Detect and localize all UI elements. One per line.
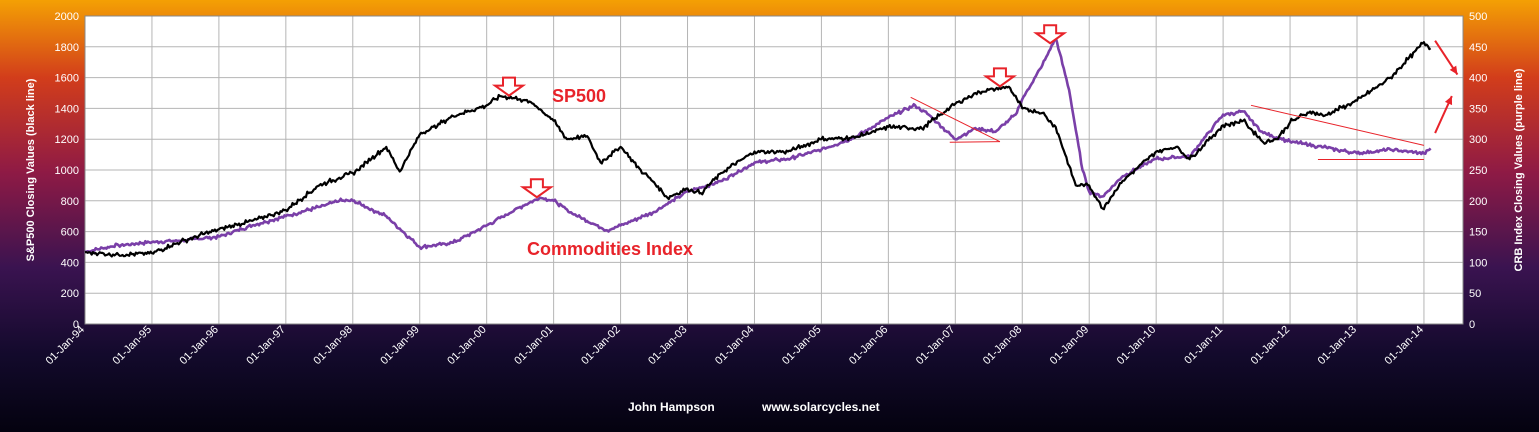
- left-tick-label: 2000: [55, 11, 79, 23]
- sp500-line: [84, 41, 1432, 258]
- x-tick-label: 01-Jan-01: [512, 324, 556, 368]
- right-axis-title: CRB Index Closing Values (purple line): [1513, 68, 1525, 271]
- x-tick-label: 01-Jan-94: [44, 324, 88, 368]
- trendline: [949, 141, 1000, 143]
- x-tick-label: 01-Jan-14: [1383, 324, 1427, 368]
- left-tick-label: 800: [61, 196, 79, 208]
- trendline: [1250, 104, 1425, 146]
- right-axis-ticks: 0 50 100 150 200 250 300 350 400 450 500: [1469, 11, 1487, 331]
- commodities-index-line: [84, 36, 1432, 254]
- x-tick-label: 01-Jan-03: [646, 324, 690, 368]
- x-tick-label: 01-Jan-09: [1048, 324, 1092, 368]
- right-tick-label: 100: [1469, 257, 1487, 269]
- right-tick-label: 250: [1469, 165, 1487, 177]
- author-credit: John Hampson: [628, 400, 715, 414]
- x-axis-ticks: 01-Jan-94 01-Jan-95 01-Jan-96 01-Jan-97 01-J…: [44, 324, 1426, 368]
- plot-border: [84, 15, 1464, 325]
- x-tick-label: 01-Jan-12: [1249, 324, 1293, 368]
- x-tick-label: 01-Jan-07: [914, 324, 958, 368]
- left-tick-label: 1600: [55, 73, 79, 85]
- x-tick-label: 01-Jan-10: [1115, 324, 1159, 368]
- x-tick-label: 01-Jan-05: [780, 324, 824, 368]
- left-tick-label: 1200: [55, 134, 79, 146]
- right-tick-label: 200: [1469, 196, 1487, 208]
- left-tick-label: 1800: [55, 42, 79, 54]
- left-axis-ticks: 0 200 400 600 800 1000 1200 1400 1600 1800 2000: [55, 11, 79, 331]
- left-tick-label: 400: [61, 257, 79, 269]
- x-tick-label: 01-Jan-04: [713, 324, 757, 368]
- x-tick-label: 01-Jan-98: [311, 324, 355, 368]
- x-tick-label: 01-Jan-99: [378, 324, 422, 368]
- x-tick-label: 01-Jan-06: [847, 324, 891, 368]
- trendline: [910, 96, 1001, 143]
- left-tick-label: 0: [73, 319, 79, 331]
- right-tick-label: 450: [1469, 42, 1487, 54]
- series-layer: [84, 36, 1432, 258]
- commodities-index-label: Commodities Index: [527, 239, 693, 259]
- x-tick-label: 01-Jan-08: [981, 324, 1025, 368]
- annotation-layer: [491, 24, 1459, 199]
- right-tick-label: 300: [1469, 134, 1487, 146]
- forecast-arrow-head: [1444, 96, 1453, 106]
- right-tick-label: 150: [1469, 227, 1487, 239]
- down-arrow-marker: [491, 76, 527, 97]
- x-tick-label: 01-Jan-00: [445, 324, 489, 368]
- x-tick-label: 01-Jan-13: [1316, 324, 1360, 368]
- left-tick-label: 1000: [55, 165, 79, 177]
- right-tick-label: 50: [1469, 288, 1481, 300]
- right-tick-label: 400: [1469, 73, 1487, 85]
- x-tick-label: 01-Jan-97: [244, 324, 288, 368]
- down-arrow-marker: [519, 178, 555, 199]
- left-tick-label: 1400: [55, 103, 79, 115]
- forecast-arrow-head: [1449, 65, 1458, 75]
- x-tick-label: 01-Jan-95: [111, 324, 155, 368]
- down-arrow-marker: [982, 67, 1018, 88]
- x-tick-label: 01-Jan-11: [1182, 324, 1225, 367]
- right-tick-label: 500: [1469, 11, 1487, 23]
- down-arrow-marker: [1033, 24, 1068, 45]
- sp500-label: SP500: [552, 86, 606, 106]
- right-tick-label: 350: [1469, 103, 1487, 115]
- x-tick-label: 01-Jan-96: [177, 324, 221, 368]
- site-credit: www.solarcycles.net: [761, 400, 880, 414]
- left-tick-label: 200: [61, 288, 79, 300]
- left-tick-label: 600: [61, 227, 79, 239]
- x-tick-label: 01-Jan-02: [579, 324, 623, 368]
- left-axis-title: S&P500 Closing Values (black line): [25, 78, 37, 261]
- right-tick-label: 0: [1469, 319, 1475, 331]
